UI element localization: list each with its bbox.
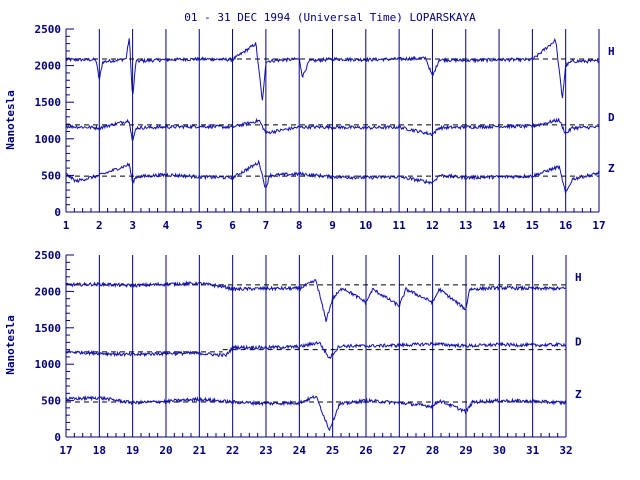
y-tick-label: 2000 xyxy=(35,60,62,73)
x-tick-label: 17 xyxy=(592,219,605,232)
series-trace-Z xyxy=(65,159,600,195)
y-tick-label: 0 xyxy=(54,431,61,444)
x-tick-label: 17 xyxy=(59,444,72,457)
x-tick-label: 10 xyxy=(359,219,372,232)
x-tick-label: 27 xyxy=(393,444,406,457)
y-axis-label: Nanotesla xyxy=(4,315,17,375)
x-tick-label: 16 xyxy=(559,219,573,232)
y-tick-label: 1000 xyxy=(35,358,62,371)
x-tick-label: 18 xyxy=(93,444,106,457)
y-tick-label: 1000 xyxy=(35,133,62,146)
series-trace-D xyxy=(65,340,567,360)
series-label-H: H xyxy=(575,271,582,284)
x-tick-label: 5 xyxy=(196,219,203,232)
x-tick-label: 19 xyxy=(126,444,139,457)
y-tick-label: 1500 xyxy=(35,96,62,109)
x-tick-label: 20 xyxy=(159,444,172,457)
x-tick-label: 13 xyxy=(459,219,472,232)
x-tick-label: 1 xyxy=(63,219,70,232)
y-tick-label: 0 xyxy=(54,206,61,219)
x-tick-label: 2 xyxy=(96,219,103,232)
series-label-H: H xyxy=(608,45,615,58)
chart-title: 01 - 31 DEC 1994 (Universal Time) LOPARS… xyxy=(184,11,476,24)
x-tick-label: 29 xyxy=(459,444,472,457)
x-tick-label: 14 xyxy=(492,219,506,232)
panel-bottom: Nanotesla 0 500 1000 1500 2000 2500 17 18 19 20 21… xyxy=(4,249,582,457)
series-trace-D xyxy=(66,117,600,141)
y-tick-label: 500 xyxy=(41,395,61,408)
x-tick-label: 12 xyxy=(426,219,439,232)
x-tick-label: 8 xyxy=(296,219,303,232)
series-trace-H xyxy=(65,37,599,101)
y-axis-label: Nanotesla xyxy=(4,90,17,150)
x-tick-label: 3 xyxy=(129,219,136,232)
x-tick-label: 15 xyxy=(526,219,539,232)
series-trace-Z xyxy=(65,394,567,432)
x-tick-label: 11 xyxy=(393,219,407,232)
x-tick-label: 24 xyxy=(293,444,307,457)
x-tick-label: 30 xyxy=(493,444,506,457)
x-tick-label: 9 xyxy=(329,219,336,232)
x-tick-label: 21 xyxy=(193,444,207,457)
x-tick-label: 6 xyxy=(229,219,236,232)
y-tick-label: 1500 xyxy=(35,322,62,335)
x-tick-label: 28 xyxy=(426,444,439,457)
x-tick-label: 26 xyxy=(359,444,373,457)
y-tick-label: 2500 xyxy=(35,249,62,262)
x-tick-label: 31 xyxy=(526,444,540,457)
x-tick-label: 7 xyxy=(263,219,270,232)
x-tick-label: 32 xyxy=(559,444,572,457)
series-label-D: D xyxy=(608,111,615,124)
x-tick-label: 25 xyxy=(326,444,339,457)
series-trace-H xyxy=(65,278,567,322)
y-tick-label: 2500 xyxy=(35,23,62,36)
series-label-Z: Z xyxy=(608,162,615,175)
x-tick-label: 4 xyxy=(163,219,170,232)
series-label-Z: Z xyxy=(575,388,582,401)
x-tick-label: 23 xyxy=(259,444,272,457)
y-tick-label: 500 xyxy=(41,169,61,182)
y-tick-label: 2000 xyxy=(35,285,62,298)
series-label-D: D xyxy=(575,336,582,349)
x-tick-label: 22 xyxy=(226,444,239,457)
